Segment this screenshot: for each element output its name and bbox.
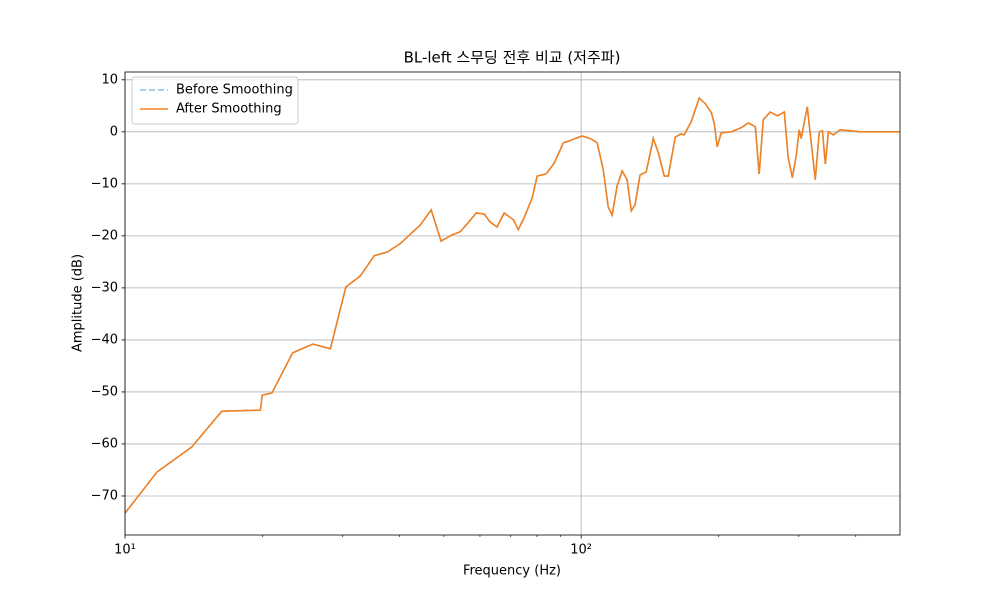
series-line <box>125 96 900 514</box>
y-tick-label: −10 <box>91 176 118 191</box>
y-tick-label: −70 <box>91 488 118 503</box>
y-tick-label: −30 <box>91 280 118 295</box>
x-tick-label: 10¹ <box>114 543 136 558</box>
legend-label: After Smoothing <box>176 102 282 117</box>
chart-title: BL-left 스무딩 전후 비교 (저주파) <box>404 49 621 67</box>
y-tick-label: −50 <box>91 384 118 399</box>
y-tick-label: −60 <box>91 436 118 451</box>
y-tick-label: 10 <box>101 72 118 87</box>
y-tick-label: −20 <box>91 228 118 243</box>
plot-frame <box>124 71 901 536</box>
y-axis-label: Amplitude (dB) <box>71 254 86 352</box>
y-tick-label: 0 <box>110 124 118 139</box>
legend-label: Before Smoothing <box>176 83 293 98</box>
x-tick-label: 10² <box>570 543 592 558</box>
legend-box <box>131 76 299 125</box>
x-axis-label: Frequency (Hz) <box>463 564 561 579</box>
y-tick-label: −40 <box>91 332 118 347</box>
